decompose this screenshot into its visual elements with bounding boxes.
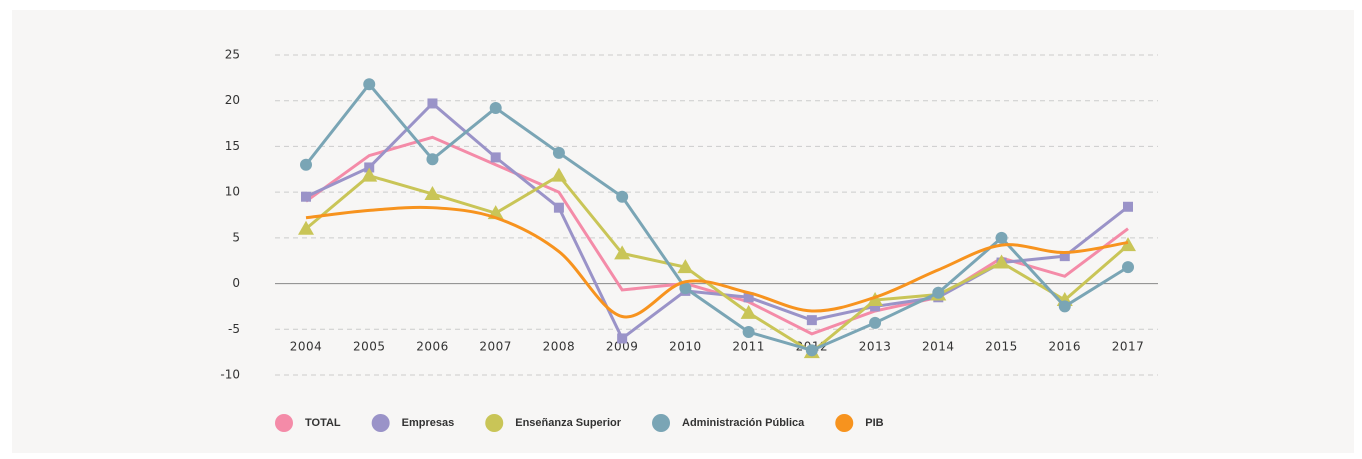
x-tick-label: 2016: [1048, 340, 1081, 354]
x-tick-label: 2014: [922, 340, 955, 354]
marker: [1120, 237, 1136, 252]
panel: [12, 10, 1354, 453]
legend-label: Enseñanza Superior: [515, 417, 621, 429]
marker: [614, 245, 631, 260]
marker: [616, 190, 629, 203]
y-tick-label: 10: [225, 185, 240, 199]
x-tick-label: 2015: [985, 340, 1018, 354]
marker: [806, 315, 817, 326]
legend-label: PIB: [865, 417, 883, 429]
y-tick-label: 20: [225, 93, 240, 107]
legend-swatch: [371, 414, 390, 432]
legend-label: Empresas: [402, 417, 455, 429]
marker: [301, 191, 311, 202]
legend-swatch: [835, 414, 854, 432]
marker: [552, 146, 565, 159]
y-tick-label: 25: [225, 48, 240, 62]
marker: [427, 98, 438, 109]
marker: [743, 292, 754, 303]
legend-label: Administración Pública: [682, 417, 805, 429]
y-tick-label: -10: [220, 368, 240, 382]
marker: [617, 333, 628, 344]
marker: [677, 259, 694, 274]
marker: [363, 78, 376, 91]
legend-swatch: [652, 414, 671, 432]
marker: [1123, 201, 1133, 212]
marker: [1122, 261, 1134, 274]
x-tick-label: 2017: [1112, 340, 1145, 354]
x-tick-label: 2013: [859, 340, 892, 354]
marker: [740, 304, 757, 319]
y-tick-label: 15: [225, 139, 240, 153]
marker: [995, 231, 1008, 244]
marker: [742, 326, 755, 339]
legend-swatch: [275, 414, 293, 432]
y-tick-label: -5: [228, 322, 240, 336]
marker: [553, 202, 564, 213]
marker: [550, 167, 567, 182]
marker: [364, 162, 375, 173]
marker: [805, 344, 818, 357]
marker: [424, 185, 441, 200]
x-tick-label: 2008: [543, 340, 576, 354]
marker: [426, 153, 439, 166]
x-tick-label: 2010: [669, 340, 702, 354]
legend-swatch: [485, 414, 504, 432]
y-tick-label: 5: [232, 230, 240, 244]
marker: [867, 292, 884, 307]
marker: [870, 301, 881, 312]
x-tick-label: 2007: [479, 340, 512, 354]
x-tick-label: 2009: [606, 340, 639, 354]
marker: [679, 282, 692, 295]
x-tick-label: 2005: [353, 340, 386, 354]
marker: [489, 102, 502, 115]
series-line: [305, 173, 1129, 354]
series-line: [305, 205, 1129, 319]
marker: [490, 152, 501, 163]
marker: [1059, 251, 1070, 262]
legend-label: TOTAL: [305, 417, 341, 429]
marker: [361, 167, 378, 182]
marker: [298, 220, 314, 235]
y-tick-label: 0: [232, 276, 240, 290]
marker: [932, 286, 945, 299]
x-tick-label: 2004: [290, 340, 323, 354]
x-tick-label: 2011: [732, 340, 765, 354]
x-tick-label: 2006: [416, 340, 449, 354]
marker: [869, 316, 882, 329]
marker: [993, 254, 1010, 269]
marker: [300, 158, 312, 171]
marker: [1058, 300, 1071, 313]
